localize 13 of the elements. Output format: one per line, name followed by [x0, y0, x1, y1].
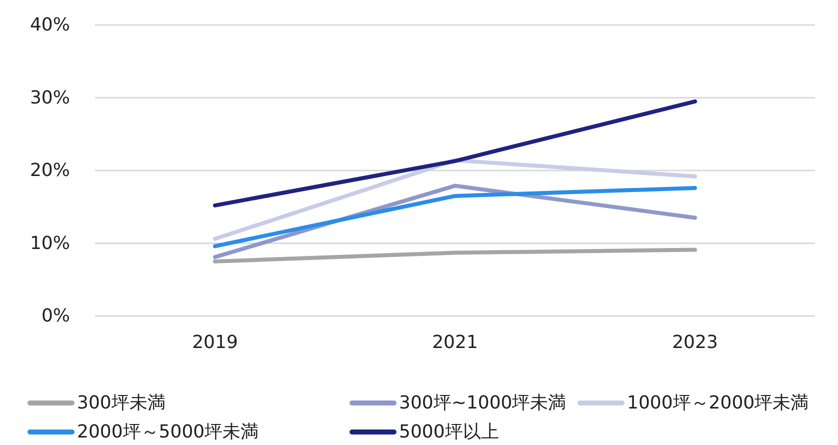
x-tick-label: 2019	[192, 332, 238, 353]
y-tick-label: 10%	[30, 232, 70, 254]
legend-label: 300坪未満	[77, 392, 166, 414]
y-tick-label: 40%	[30, 14, 70, 36]
legend-label: 1000坪～2000坪未満	[627, 392, 809, 414]
x-tick-label: 2023	[672, 332, 718, 353]
y-tick-label: 20%	[30, 160, 70, 181]
x-tick-label: 2021	[432, 332, 478, 353]
y-tick-label: 30%	[30, 87, 70, 108]
y-tick-label: 0%	[41, 306, 70, 326]
legend-label: 300坪~1000坪未満	[399, 392, 566, 414]
legend-label: 2000坪～5000坪未満	[77, 422, 259, 442]
legend-label: 5000坪以上	[399, 422, 499, 442]
